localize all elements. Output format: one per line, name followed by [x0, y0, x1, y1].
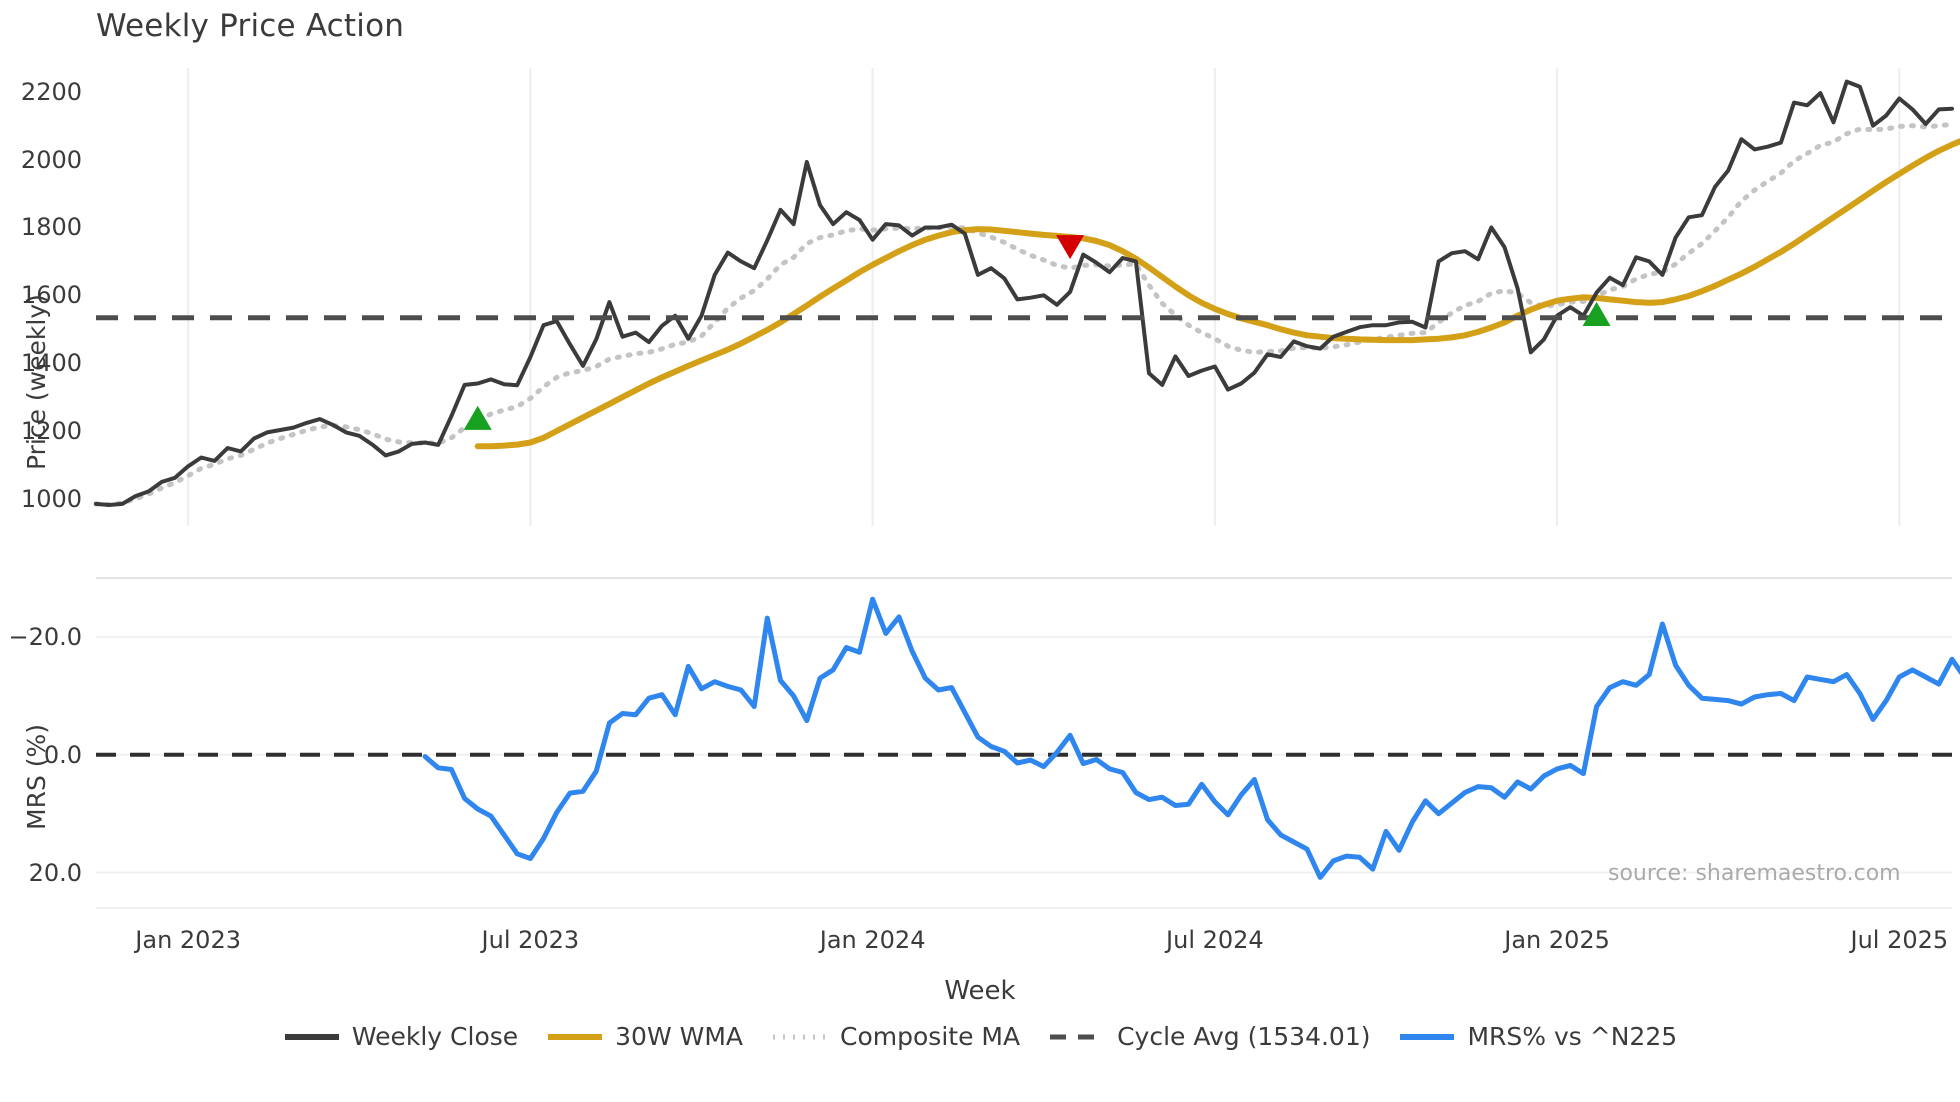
- legend-label: Cycle Avg (1534.01): [1117, 1022, 1371, 1051]
- mrs-line: [422, 596, 1960, 880]
- weekly-close-line: [94, 79, 1954, 507]
- xtick-0: Jan 2023: [135, 926, 241, 954]
- legend-item-2[interactable]: Composite MA: [771, 1022, 1020, 1051]
- legend-item-3[interactable]: Cycle Avg (1534.01): [1048, 1022, 1370, 1051]
- source-watermark: source: sharemaestro.com: [1608, 861, 1901, 886]
- buy-marker: [463, 405, 492, 430]
- legend-label: Composite MA: [840, 1022, 1021, 1051]
- mrs-ytick-2: −20.0: [8, 622, 82, 651]
- legend-label: MRS% vs ^N225: [1467, 1022, 1678, 1051]
- legend-item-0[interactable]: Weekly Close: [283, 1022, 518, 1051]
- mrs-ytick-0: 20.0: [28, 858, 82, 887]
- buy-marker: [1582, 301, 1611, 327]
- chart-legend: Weekly Close 30W WMA Composite MA Cycle Avg…: [0, 1022, 1960, 1051]
- x-axis-label: Week: [944, 976, 1016, 1006]
- legend-item-4[interactable]: MRS% vs ^N225: [1398, 1022, 1677, 1051]
- legend-item-1[interactable]: 30W WMA: [546, 1022, 743, 1051]
- price-ytick-1000: 1000: [20, 484, 82, 513]
- page-title: Weekly Price Action: [96, 8, 405, 44]
- wma-line: [474, 138, 1960, 450]
- xtick-3: Jul 2024: [1166, 926, 1264, 954]
- price-ytick-2000: 2000: [20, 145, 82, 174]
- price-ytick-1400: 1400: [20, 349, 82, 378]
- legend-swatch-icon: [546, 1026, 604, 1048]
- legend-swatch-icon: [1048, 1026, 1106, 1048]
- legend-swatch-icon: [771, 1026, 829, 1048]
- xtick-4: Jan 2025: [1504, 926, 1610, 954]
- price-ytick-1600: 1600: [20, 281, 82, 310]
- price-ytick-2200: 2200: [20, 77, 82, 106]
- xtick-1: Jul 2023: [481, 926, 580, 954]
- xtick-2: Jan 2024: [819, 926, 926, 954]
- legend-label: 30W WMA: [615, 1022, 744, 1051]
- sell-marker: [1056, 235, 1085, 260]
- mrs-ytick-1: 0.0: [43, 740, 82, 769]
- price-ytick-1200: 1200: [20, 417, 82, 445]
- legend-label: Weekly Close: [351, 1022, 519, 1051]
- xtick-5: Jul 2025: [1850, 926, 1949, 954]
- price-ytick-1800: 1800: [20, 213, 82, 242]
- composite-ma-line: [93, 121, 1955, 508]
- legend-swatch-icon: [1398, 1026, 1456, 1048]
- legend-swatch-icon: [283, 1026, 341, 1048]
